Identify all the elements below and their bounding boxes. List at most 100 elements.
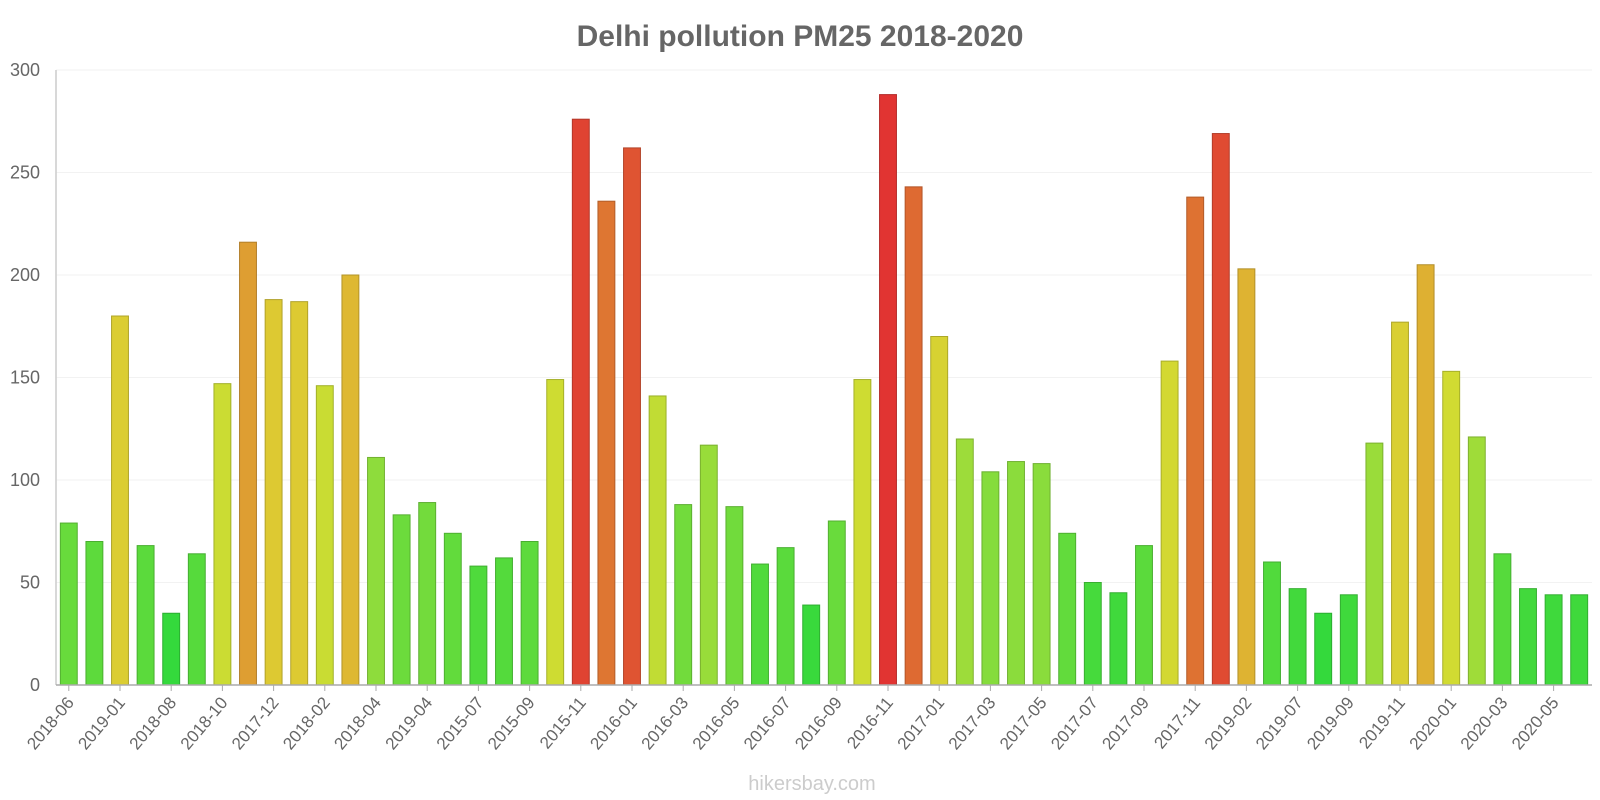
bar-2019-10[interactable] xyxy=(1365,442,1384,686)
bar-2018-01[interactable] xyxy=(290,301,309,686)
bar-2020-02[interactable] xyxy=(1467,436,1486,686)
bar-2016-11[interactable] xyxy=(879,94,897,686)
x-tick-label: 2020-03 xyxy=(1457,693,1512,753)
bar-2015-11[interactable] xyxy=(571,118,590,686)
bar-2017-11[interactable] xyxy=(1186,196,1205,686)
x-tick-label: 2017-03 xyxy=(945,693,1000,753)
x-tick-label: 2017-12 xyxy=(228,693,283,753)
bar-2016-06[interactable] xyxy=(751,563,769,686)
bar-2020-04[interactable] xyxy=(1519,588,1537,686)
bar-2015-10[interactable] xyxy=(546,379,565,686)
bar-2020-05[interactable] xyxy=(1544,594,1563,686)
bar-2019-02[interactable] xyxy=(1237,268,1256,686)
x-tick-label: 2018-04 xyxy=(330,693,385,753)
x-tick-label: 2016-09 xyxy=(791,693,846,753)
bar-2019-09[interactable] xyxy=(1339,594,1358,686)
bar-2019-12[interactable] xyxy=(1416,264,1435,686)
bar-2017-07[interactable] xyxy=(1083,582,1102,686)
x-tick-label: 2017-11 xyxy=(1150,693,1204,752)
x-tick-label: 2017-01 xyxy=(894,693,949,753)
x-tick-label: 2019-09 xyxy=(1303,693,1358,753)
x-tick-label: 2019-02 xyxy=(1201,693,1256,753)
bar-2017-10[interactable] xyxy=(1160,360,1179,686)
bar-2018-02[interactable] xyxy=(315,385,334,686)
bar-2016-01[interactable] xyxy=(623,147,641,686)
bar-2016-03[interactable] xyxy=(674,504,693,686)
bar-2016-02[interactable] xyxy=(648,395,667,686)
bar-2018-11[interactable] xyxy=(187,553,206,686)
bar-2018-04[interactable] xyxy=(367,456,385,686)
bar-2019-11[interactable] xyxy=(1391,321,1409,686)
bar-2017-02[interactable] xyxy=(955,438,974,686)
bar-2018-05[interactable] xyxy=(392,514,411,686)
bar-2019-04[interactable] xyxy=(418,502,437,686)
bar-2018-10[interactable] xyxy=(213,383,232,686)
bar-2016-09[interactable] xyxy=(827,520,846,686)
bar-2018-09[interactable] xyxy=(136,545,155,686)
x-axis-ticks: 2018-062019-012018-082018-102017-122018-… xyxy=(23,685,1563,753)
x-tick-label: 2019-11 xyxy=(1355,693,1409,752)
x-tick-label: 2016-03 xyxy=(638,693,693,753)
bar-2016-08[interactable] xyxy=(802,604,821,686)
bar-2018-03[interactable] xyxy=(341,274,360,686)
bar-2019-05[interactable] xyxy=(443,532,462,686)
y-axis-ticks: 0 50 100 150 200 250 300 xyxy=(10,60,40,695)
x-tick-label: 2017-05 xyxy=(996,693,1051,753)
x-tick-label: 2020-05 xyxy=(1508,693,1563,753)
bar-2015-08[interactable] xyxy=(495,557,513,686)
bar-2015-09[interactable] xyxy=(520,541,539,686)
x-tick-label: 2017-09 xyxy=(1098,693,1153,753)
bar-2018-12[interactable] xyxy=(239,241,257,686)
bars xyxy=(59,94,1589,686)
bar-2017-05[interactable] xyxy=(1032,463,1051,686)
x-tick-label: 2017-07 xyxy=(1047,693,1102,753)
x-tick-label: 2020-01 xyxy=(1406,693,1461,753)
x-tick-label: 2016-11 xyxy=(843,693,897,752)
x-tick-label: 2015-07 xyxy=(433,693,488,753)
bar-2017-04[interactable] xyxy=(1007,461,1025,686)
bar-2017-01[interactable] xyxy=(930,336,949,686)
x-tick-label: 2018-08 xyxy=(126,693,181,753)
bar-2016-05[interactable] xyxy=(725,506,744,686)
chart-title: Delhi pollution PM25 2018-2020 xyxy=(577,20,1024,53)
bar-2017-09[interactable] xyxy=(1135,545,1153,686)
x-tick-label: 2018-02 xyxy=(279,693,334,753)
y-tick-label: 250 xyxy=(10,163,40,183)
bar-2020-03[interactable] xyxy=(1493,553,1512,686)
y-tick-label: 150 xyxy=(10,368,40,388)
bar-2018-07[interactable] xyxy=(85,541,104,686)
bar-2019-03[interactable] xyxy=(1211,133,1230,686)
credit-text[interactable]: hikersbay.com xyxy=(748,773,875,795)
x-tick-label: 2015-11 xyxy=(536,693,590,752)
x-tick-label: 2018-06 xyxy=(23,693,78,753)
y-tick-label: 100 xyxy=(10,470,40,490)
bar-2016-04[interactable] xyxy=(699,444,718,686)
bar-2016-07[interactable] xyxy=(776,547,795,686)
x-tick-label: 2019-07 xyxy=(1252,693,1307,753)
bar-2019-01[interactable] xyxy=(111,315,129,686)
bar-2017-03[interactable] xyxy=(981,471,1000,686)
bar-2016-10[interactable] xyxy=(853,379,872,686)
bar-2017-08[interactable] xyxy=(1109,592,1128,686)
y-tick-label: 200 xyxy=(10,265,40,285)
bar-2016-12[interactable] xyxy=(904,186,923,686)
bar-2019-06[interactable] xyxy=(1263,561,1281,686)
grid-lines xyxy=(56,69,1592,583)
x-tick-label: 2016-01 xyxy=(586,693,641,753)
bar-2018-06[interactable] xyxy=(59,522,78,686)
bar-2017-06[interactable] xyxy=(1058,532,1077,686)
bar-2015-07[interactable] xyxy=(469,565,488,686)
bar-2015-12[interactable] xyxy=(597,200,616,686)
x-tick-label: 2016-07 xyxy=(740,693,795,753)
bar-2017-12[interactable] xyxy=(264,299,283,686)
x-tick-label: 2015-09 xyxy=(484,693,539,753)
bar-2019-08[interactable] xyxy=(1314,612,1333,686)
x-tick-label: 2016-05 xyxy=(689,693,744,753)
y-tick-label: 0 xyxy=(30,675,40,695)
bar-2020-06[interactable] xyxy=(1570,594,1589,686)
bar-2019-07[interactable] xyxy=(1288,588,1307,686)
bar-2018-08[interactable] xyxy=(162,612,181,686)
bar-2020-01[interactable] xyxy=(1442,370,1461,686)
x-tick-label: 2018-10 xyxy=(177,693,232,753)
